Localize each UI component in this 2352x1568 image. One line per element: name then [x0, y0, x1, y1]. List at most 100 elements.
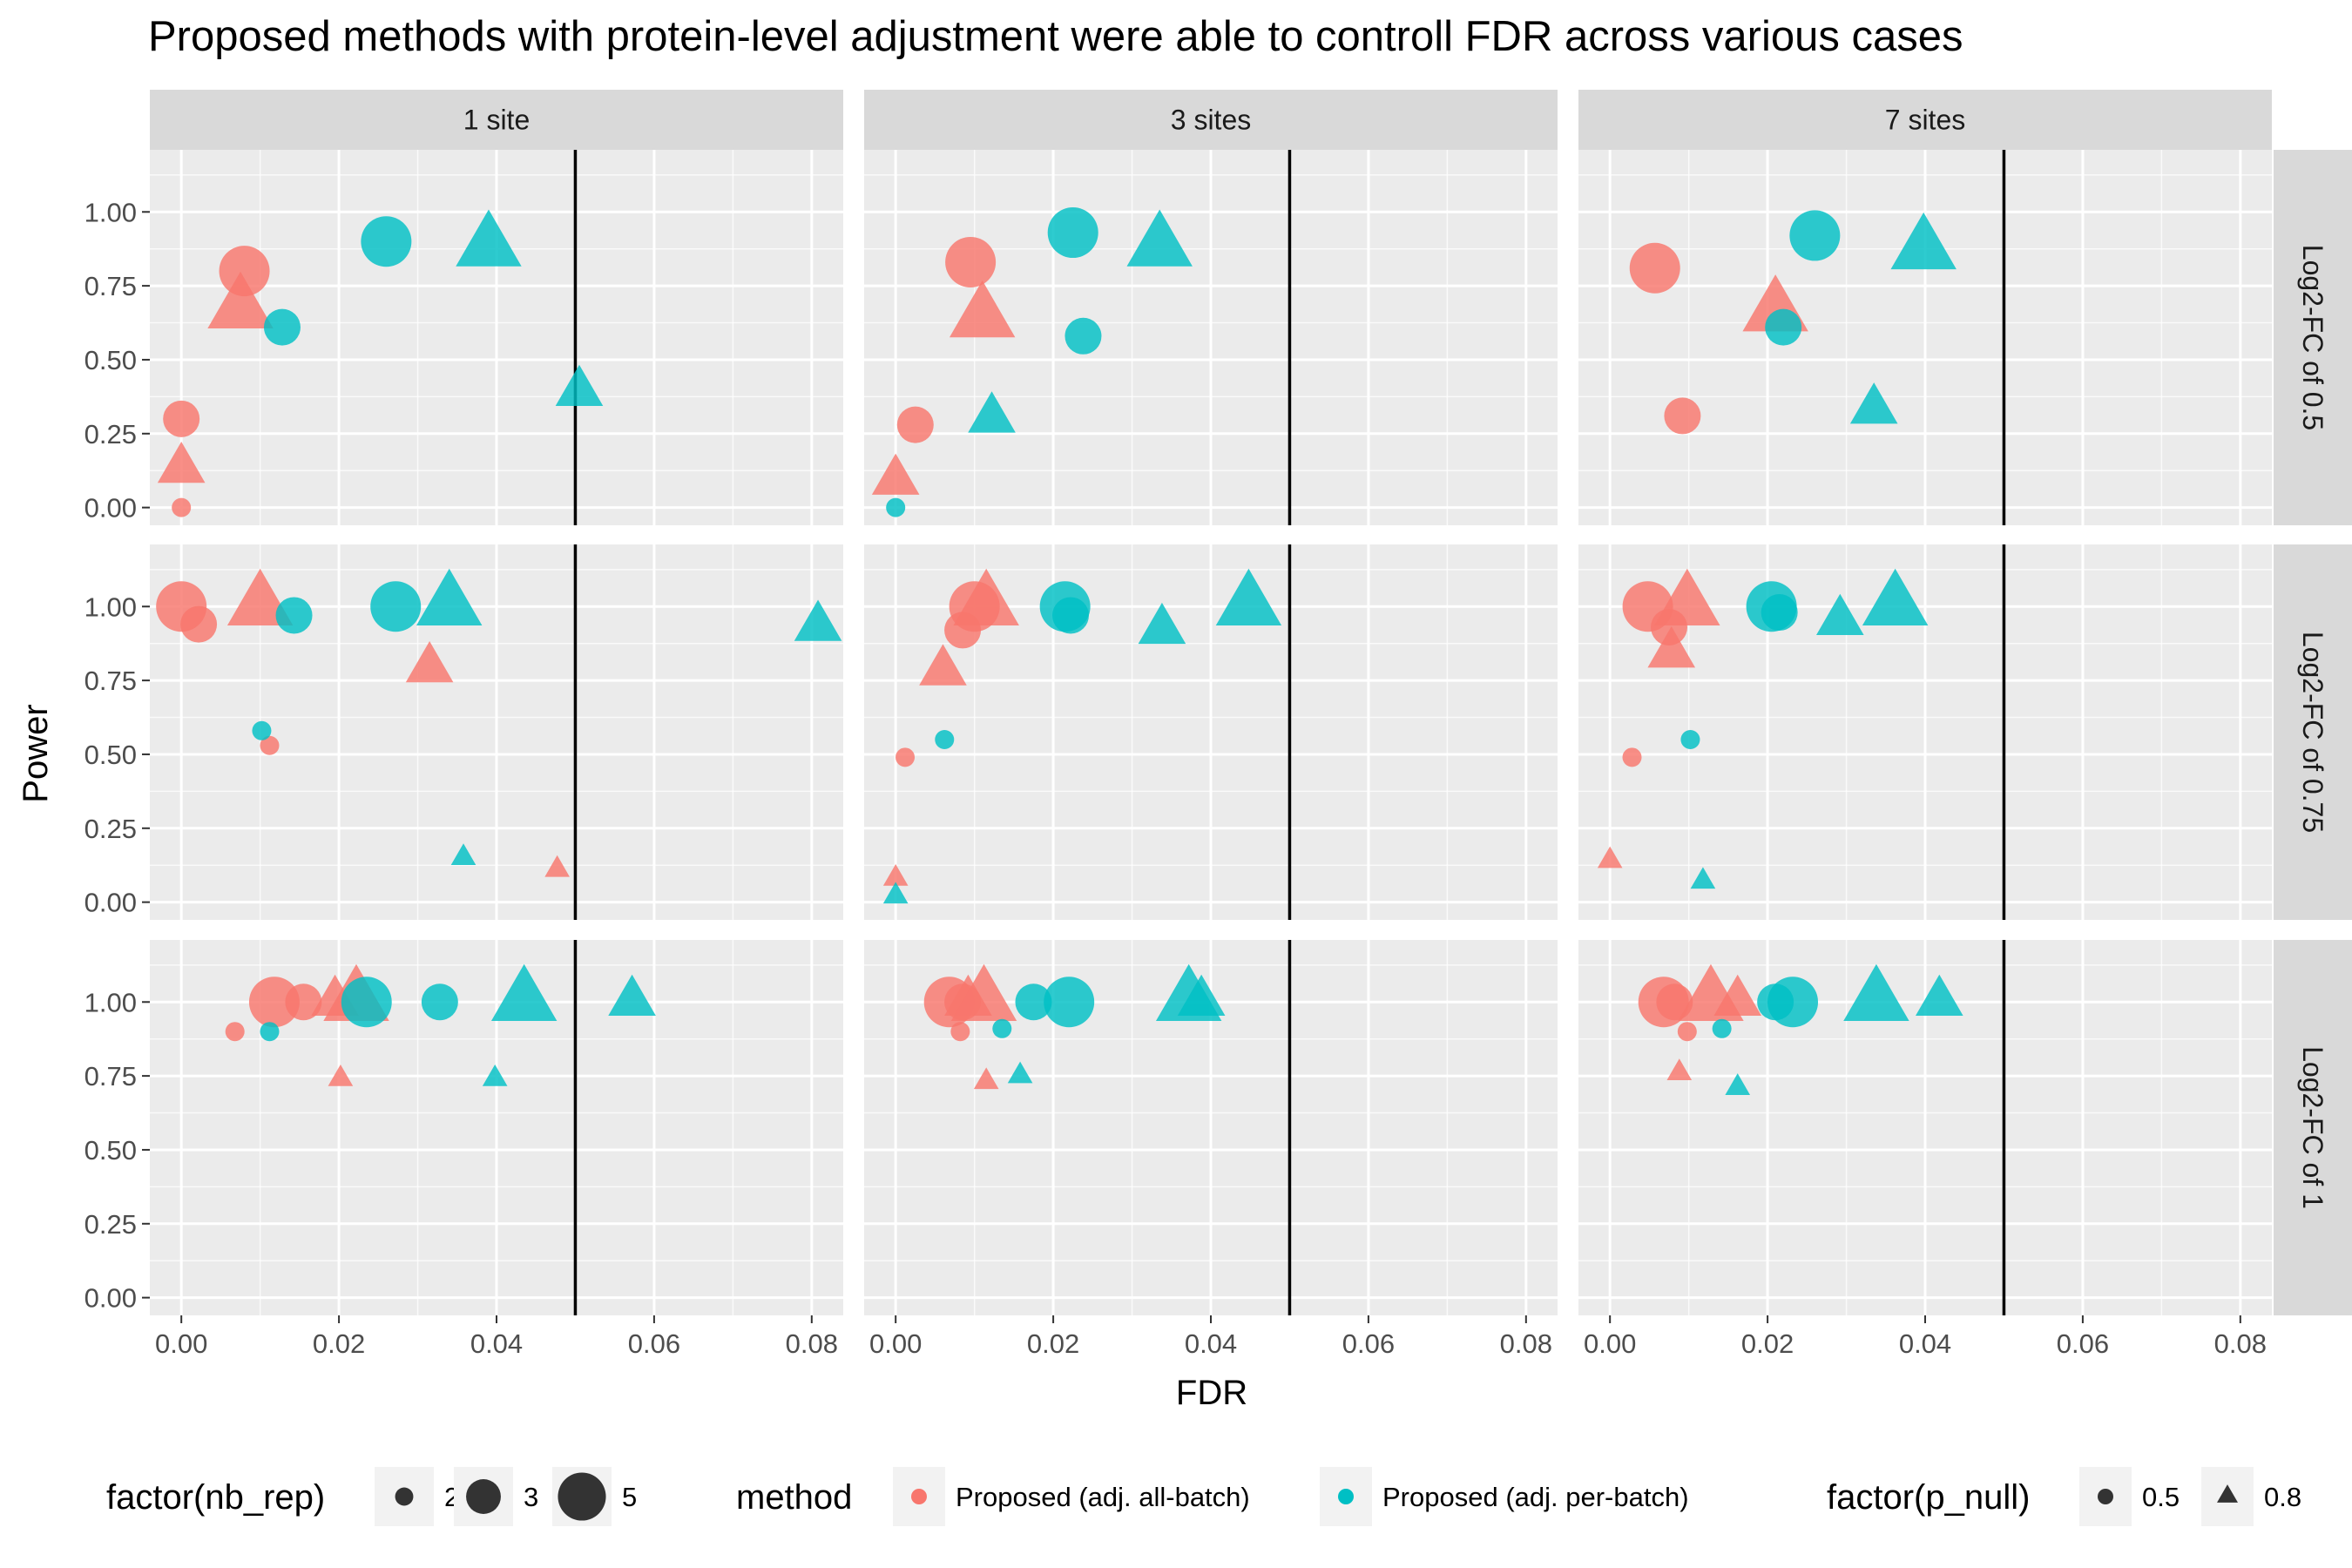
- data-point-triangle: [1007, 1061, 1033, 1084]
- data-point-triangle: [871, 453, 920, 495]
- data-point-circle: [219, 246, 270, 297]
- y-tick-label: 0.50: [84, 345, 137, 375]
- x-tick-label: 0.08: [1500, 1328, 1552, 1359]
- legend-key-method: [911, 1489, 927, 1504]
- data-point-triangle: [882, 863, 909, 886]
- y-tick-label: 0.75: [84, 666, 137, 696]
- data-point-triangle: [1843, 963, 1909, 1022]
- data-point-circle: [1664, 397, 1701, 435]
- data-point-triangle: [456, 209, 522, 267]
- x-tick-label: 0.02: [313, 1328, 365, 1359]
- data-point-triangle: [1647, 626, 1696, 668]
- x-tick-label: 0.02: [1741, 1328, 1794, 1359]
- data-point-triangle: [1138, 602, 1186, 645]
- data-point-circle: [1680, 729, 1700, 749]
- y-tick-label: 0.75: [84, 1061, 137, 1092]
- legend-key-method: [1338, 1489, 1354, 1504]
- x-tick-label: 0.08: [786, 1328, 838, 1359]
- facet-row-label: Log2-FC of 1: [2297, 1046, 2328, 1209]
- data-point-triangle: [1215, 568, 1282, 626]
- y-tick-label: 0.00: [84, 1283, 137, 1314]
- x-tick-label: 0.00: [155, 1328, 207, 1359]
- data-point-circle: [896, 406, 934, 443]
- data-point-triangle: [482, 1064, 508, 1086]
- data-point-circle: [945, 236, 997, 287]
- data-point-circle: [163, 400, 200, 437]
- data-point-circle: [1629, 242, 1680, 294]
- data-point-triangle: [490, 963, 558, 1022]
- data-point-circle: [1044, 977, 1095, 1028]
- legend-key-size: [558, 1472, 606, 1521]
- data-point-triangle: [544, 855, 570, 877]
- legend-label-p-null: 0.8: [2264, 1482, 2301, 1512]
- legend-label-nb-rep: 3: [524, 1482, 538, 1512]
- data-point-triangle: [157, 441, 206, 483]
- facet-row-strip: [2274, 150, 2352, 525]
- data-point-triangle: [882, 882, 909, 904]
- data-point-triangle: [1654, 568, 1720, 626]
- data-point-triangle: [450, 843, 476, 865]
- data-point-circle: [1789, 210, 1841, 261]
- y-tick-label: 0.50: [84, 1135, 137, 1166]
- y-tick-label: 0.75: [84, 271, 137, 301]
- data-point-circle: [341, 977, 392, 1028]
- x-tick-label: 0.06: [1342, 1328, 1395, 1359]
- data-point-circle: [361, 216, 412, 267]
- legend-title-method: method: [736, 1478, 852, 1517]
- data-point-triangle: [1862, 568, 1929, 626]
- data-point-triangle: [608, 974, 656, 1017]
- data-point-circle: [248, 977, 300, 1028]
- facet-column-strip: [1578, 90, 2272, 150]
- y-tick-label: 1.00: [84, 591, 137, 622]
- legend-label-p-null: 0.5: [2142, 1482, 2180, 1512]
- x-axis-title: FDR: [1176, 1374, 1247, 1412]
- data-point-triangle: [1597, 846, 1623, 868]
- data-point-triangle: [1690, 867, 1716, 889]
- x-tick-label: 0.06: [628, 1328, 680, 1359]
- data-point-circle: [275, 597, 313, 634]
- data-point-circle: [1746, 581, 1797, 632]
- data-point-triangle: [1725, 1073, 1751, 1095]
- x-tick-label: 0.04: [1899, 1328, 1951, 1359]
- y-tick-label: 0.00: [84, 493, 137, 524]
- data-point-triangle: [949, 280, 1016, 338]
- data-point-circle: [935, 729, 955, 749]
- data-point-triangle: [416, 568, 483, 626]
- facet-column-strip: [150, 90, 843, 150]
- data-point-triangle: [1915, 974, 1963, 1017]
- y-tick-label: 1.00: [84, 987, 137, 1017]
- facet-row-label: Log2-FC of 0.75: [2297, 632, 2328, 833]
- data-point-circle: [156, 581, 207, 632]
- data-point-circle: [1677, 1022, 1697, 1042]
- x-tick-label: 0.06: [2057, 1328, 2109, 1359]
- data-point-circle: [1638, 977, 1689, 1028]
- data-point-triangle: [207, 271, 274, 329]
- data-point-circle: [370, 581, 422, 632]
- y-tick-label: 0.00: [84, 888, 137, 918]
- legend-label-method: Proposed (adj. per-batch): [1382, 1482, 1689, 1512]
- x-tick-label: 0.08: [2214, 1328, 2267, 1359]
- data-point-circle: [992, 1018, 1012, 1038]
- facet-row-label: Log2-FC of 0.5: [2297, 245, 2328, 430]
- data-point-triangle: [953, 568, 1019, 626]
- data-point-circle: [260, 735, 280, 755]
- data-point-circle: [172, 497, 192, 517]
- data-point-triangle: [973, 1067, 999, 1090]
- data-point-circle: [225, 1022, 245, 1042]
- data-point-circle: [421, 983, 458, 1021]
- data-point-circle: [886, 497, 906, 517]
- chart-title: Proposed methods with protein-level adju…: [148, 13, 1963, 60]
- data-point-triangle: [1126, 209, 1193, 267]
- data-point-triangle: [1849, 382, 1898, 424]
- data-point-triangle: [794, 599, 842, 641]
- legend-key-size: [395, 1487, 414, 1506]
- data-point-circle: [1039, 581, 1091, 632]
- data-point-circle: [950, 1022, 970, 1042]
- facet-row-strip: [2274, 940, 2352, 1315]
- data-point-circle: [1047, 207, 1098, 259]
- legend-title-nb-rep: factor(nb_rep): [106, 1478, 325, 1517]
- data-point-circle: [252, 720, 272, 740]
- data-point-circle: [1622, 747, 1642, 767]
